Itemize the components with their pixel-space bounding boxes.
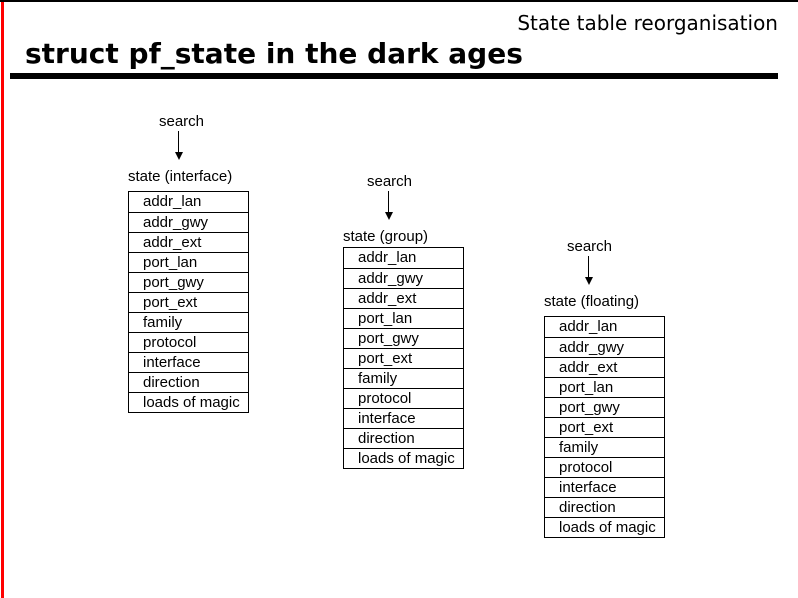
table-row: port_lan — [129, 252, 248, 272]
table-row: addr_ext — [129, 232, 248, 252]
table-row: addr_gwy — [129, 212, 248, 232]
search-label: search — [367, 173, 413, 190]
arrow-down-icon — [584, 256, 593, 285]
table-row: protocol — [344, 388, 463, 408]
state-table-interface: addr_lan addr_gwy addr_ext port_lan port_gwy… — [128, 191, 249, 413]
table-row: port_gwy — [129, 272, 248, 292]
state-table-group: addr_lan addr_gwy addr_ext port_lan port_gwy… — [343, 247, 464, 469]
table-row: port_ext — [129, 292, 248, 312]
table-row: protocol — [545, 457, 664, 477]
table-row: direction — [545, 497, 664, 517]
arrow-shaft — [388, 191, 389, 212]
table-row: loads of magic — [344, 448, 463, 468]
table-row: direction — [344, 428, 463, 448]
table-row: addr_lan — [559, 318, 618, 335]
state-table-floating: addr_lan addr_gwy addr_ext port_lan port_gwy… — [544, 316, 665, 538]
table-label-floating: state (floating) — [544, 293, 640, 310]
table-label-interface: state (interface) — [128, 168, 233, 185]
page-title: struct pf_state in the dark ages — [25, 37, 523, 70]
table-row: family — [129, 312, 248, 332]
table-row: loads of magic — [129, 392, 248, 412]
table-row: addr_gwy — [545, 337, 664, 357]
left-red-border — [1, 2, 4, 598]
heading-underline — [10, 73, 778, 79]
table-row: loads of magic — [545, 517, 664, 537]
top-border-rule — [0, 0, 798, 2]
table-row: addr_lan — [143, 193, 202, 210]
table-row: interface — [545, 477, 664, 497]
arrow-shaft — [588, 256, 589, 277]
table-row: addr_ext — [344, 288, 463, 308]
arrow-down-icon — [174, 131, 183, 160]
table-row: family — [344, 368, 463, 388]
search-label: search — [567, 238, 613, 255]
table-row: addr_ext — [545, 357, 664, 377]
table-row: port_lan — [344, 308, 463, 328]
table-row: port_gwy — [545, 397, 664, 417]
search-label: search — [159, 113, 205, 130]
table-row: port_lan — [545, 377, 664, 397]
table-row: port_ext — [344, 348, 463, 368]
table-row: direction — [129, 372, 248, 392]
table-label-group: state (group) — [343, 228, 429, 245]
slide-title: State table reorganisation — [517, 11, 778, 35]
table-row: family — [545, 437, 664, 457]
table-row: addr_lan — [358, 249, 417, 266]
table-row: port_gwy — [344, 328, 463, 348]
arrow-head — [384, 212, 393, 220]
arrow-down-icon — [384, 191, 393, 220]
table-row: protocol — [129, 332, 248, 352]
arrow-head — [174, 152, 183, 160]
table-row: port_ext — [545, 417, 664, 437]
table-row: interface — [344, 408, 463, 428]
table-row: interface — [129, 352, 248, 372]
table-row: addr_gwy — [344, 268, 463, 288]
arrow-shaft — [178, 131, 179, 152]
arrow-head — [584, 277, 593, 285]
